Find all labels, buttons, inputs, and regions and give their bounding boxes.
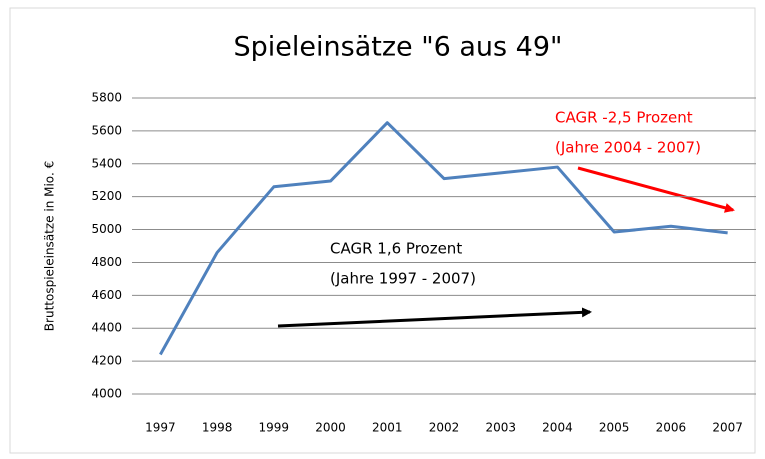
arrow (577, 166, 735, 213)
annotation: (Jahre 1997 - 2007) (330, 270, 476, 288)
y-axis-label: Bruttospieleinsätze in Mio. € (43, 161, 57, 331)
data-line (159, 121, 728, 356)
x-tick-label: 2003 (485, 421, 516, 435)
x-tick-label: 1999 (259, 421, 290, 435)
x-tick-label: 2004 (542, 421, 573, 435)
annotation: CAGR -2,5 Prozent (555, 109, 693, 127)
arrow (277, 307, 592, 328)
x-tick-label: 2005 (599, 421, 630, 435)
y-tick-label: 4400 (91, 321, 122, 335)
x-tick-label: 2000 (315, 421, 346, 435)
y-tick-label: 4000 (91, 387, 122, 401)
x-tick-label: 2001 (372, 421, 403, 435)
y-tick-label: 4200 (91, 354, 122, 368)
y-tick-label: 4800 (91, 255, 122, 269)
annotation: CAGR 1,6 Prozent (330, 240, 462, 258)
x-tick-label: 1998 (202, 421, 233, 435)
y-tick-label: 4600 (91, 288, 122, 302)
y-tick-label: 5600 (91, 123, 122, 137)
x-tick-label: 2007 (712, 421, 743, 435)
y-tick-label: 5000 (91, 222, 122, 236)
y-tick-label: 5200 (91, 189, 122, 203)
x-tick-label: 1997 (145, 421, 176, 435)
x-tick-label: 2006 (656, 421, 687, 435)
x-tick-label: 2002 (429, 421, 460, 435)
chart-title: Spieleinsätze "6 aus 49" (234, 32, 563, 63)
annotation: (Jahre 2004 - 2007) (555, 139, 701, 157)
y-tick-label: 5400 (91, 156, 122, 170)
y-tick-label: 5800 (91, 91, 122, 105)
